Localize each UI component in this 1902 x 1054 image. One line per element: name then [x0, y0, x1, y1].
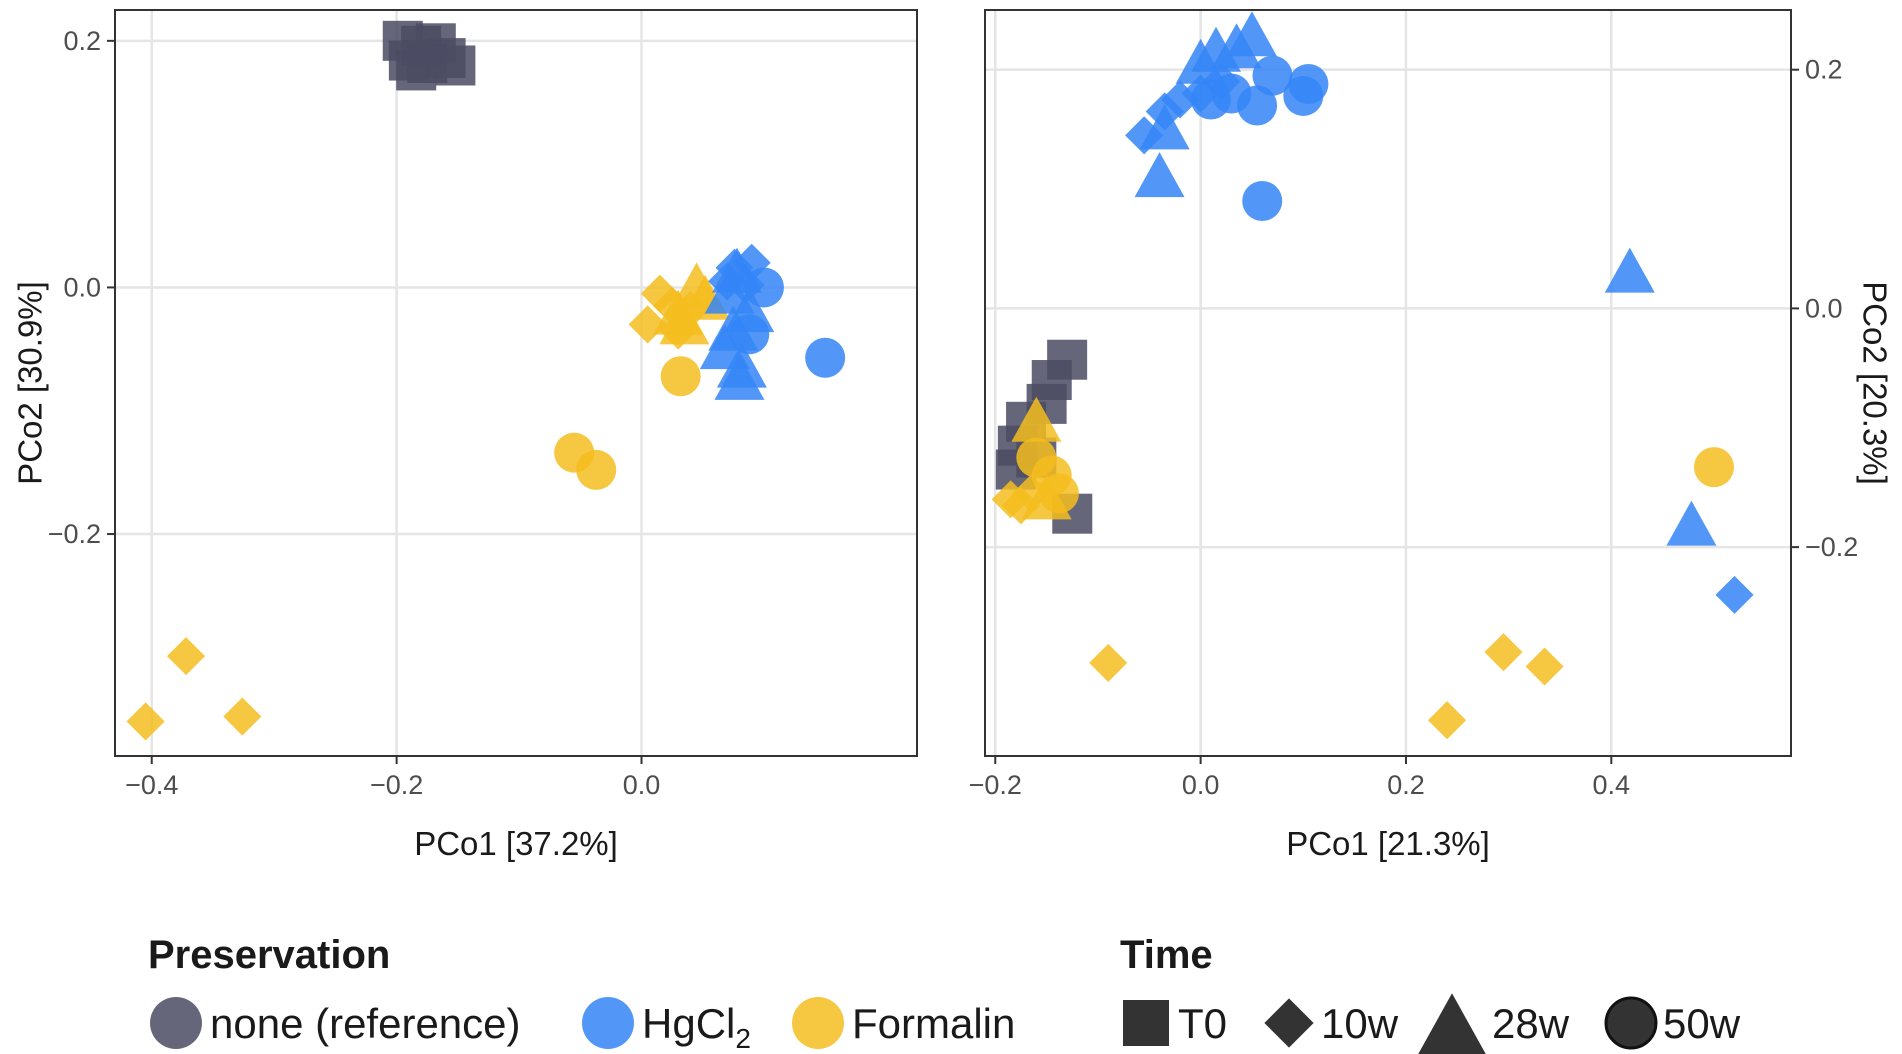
legend-shape-10w-icon	[1264, 998, 1314, 1048]
x-tick-label: −0.2	[370, 770, 423, 800]
legend-swatch-none	[150, 997, 202, 1049]
data-point-formalin-50w	[1038, 473, 1079, 514]
y-tick-label: −0.2	[48, 519, 101, 549]
data-point-formalin-10w	[1089, 643, 1128, 682]
legend-label-28w: 28w	[1492, 1000, 1570, 1047]
data-point-none-t0	[435, 45, 476, 86]
legend-shape-t0-icon	[1123, 1000, 1169, 1046]
data-points	[126, 20, 846, 741]
legend-label-none: none (reference)	[210, 1000, 521, 1047]
data-point-formalin-10w	[1525, 647, 1564, 686]
legend-time-items: T0 10w 28w 50w	[1123, 993, 1741, 1054]
data-point-hgcl2-28w	[714, 354, 765, 400]
y-tick-label: 0.0	[1805, 293, 1843, 323]
legend-title-time: Time	[1120, 933, 1213, 977]
legend-title-preservation: Preservation	[148, 933, 390, 977]
data-point-hgcl2-50w	[1252, 55, 1293, 96]
data-point-hgcl2-28w	[1134, 152, 1185, 198]
x-tick-label: 0.0	[1182, 770, 1220, 800]
pcoa-panel-left: −0.4 −0.2 0.0 −0.2 0.0 0.2 PCo1 [37.2%] PCo2 …	[12, 9, 918, 862]
legend-label-50w: 50w	[1663, 1000, 1741, 1047]
data-point-formalin-50w	[1693, 447, 1734, 488]
legend-label-hgcl2: HgCl2	[642, 1000, 751, 1054]
x-axis-label: PCo1 [21.3%]	[1286, 825, 1490, 862]
data-point-hgcl2-50w	[1237, 85, 1278, 126]
data-point-hgcl2-28w	[1604, 247, 1655, 293]
data-point-formalin-10w	[166, 637, 206, 676]
data-point-hgcl2-50w	[1242, 180, 1283, 221]
y-axis-label: PCo2 [30.9%]	[12, 281, 49, 485]
data-point-formalin-10w	[1484, 633, 1523, 672]
x-tick-label: −0.4	[125, 770, 178, 800]
data-point-formalin-10w	[1427, 701, 1467, 740]
legend-swatch-formalin	[792, 997, 844, 1049]
data-point-formalin-28w	[659, 299, 710, 345]
x-tick-label: 0.4	[1593, 770, 1631, 800]
x-tick-label: 0.0	[623, 770, 661, 800]
plot-frame	[114, 9, 918, 757]
x-tick-label: −0.2	[969, 770, 1022, 800]
data-point-formalin-10w	[126, 702, 165, 741]
y-axis-label: PCo2 [20.3%]	[1856, 281, 1893, 485]
x-tick-label: 0.2	[1387, 770, 1425, 800]
y-tick-label: 0.2	[1805, 55, 1843, 85]
axis-ticks: −0.2 0.0 0.2 0.4 −0.2 0.0 0.2	[969, 55, 1859, 800]
data-point-hgcl2-28w	[1226, 11, 1277, 57]
data-point-hgcl2-28w	[1139, 104, 1190, 150]
data-point-hgcl2-28w	[1666, 500, 1717, 546]
data-point-formalin-28w	[1011, 396, 1062, 442]
plot-frame	[984, 9, 1792, 757]
plot-background	[985, 10, 1791, 756]
legend-label-10w: 10w	[1321, 1000, 1399, 1047]
data-point-formalin-50w	[576, 449, 617, 490]
data-point-hgcl2-10w	[1715, 575, 1754, 614]
legend-preservation-items: none (reference) HgCl2 Formalin	[150, 997, 1015, 1054]
plot-background	[115, 10, 917, 756]
legend-label-t0: T0	[1178, 1000, 1227, 1047]
data-points	[991, 11, 1754, 740]
grid-lines	[985, 10, 1791, 756]
legend: Preservation none (reference) HgCl2 Formal…	[148, 933, 1741, 1054]
data-point-hgcl2-50w	[729, 314, 770, 355]
data-point-hgcl2-50w	[805, 337, 846, 378]
y-tick-label: 0.2	[63, 26, 101, 56]
legend-label-formalin: Formalin	[852, 1000, 1015, 1047]
data-point-hgcl2-50w	[743, 267, 784, 308]
legend-label-subscript: 2	[735, 1023, 751, 1054]
data-point-hgcl2-50w	[1288, 64, 1329, 105]
data-point-none-t0	[396, 50, 437, 91]
data-point-formalin-10w	[223, 697, 262, 736]
legend-shape-28w-icon	[1418, 993, 1486, 1054]
x-axis-label: PCo1 [37.2%]	[414, 825, 618, 862]
y-tick-label: 0.0	[63, 272, 101, 302]
legend-swatch-hgcl2	[582, 997, 634, 1049]
data-point-formalin-50w	[660, 356, 701, 397]
pcoa-panel-right: −0.2 0.0 0.2 0.4 −0.2 0.0 0.2 PCo1 [21.3%] PCo…	[969, 9, 1893, 862]
y-tick-label: −0.2	[1805, 532, 1858, 562]
axis-ticks: −0.4 −0.2 0.0 −0.2 0.0 0.2	[48, 26, 661, 800]
legend-shape-50w-icon	[1604, 996, 1658, 1050]
grid-lines	[115, 10, 917, 756]
